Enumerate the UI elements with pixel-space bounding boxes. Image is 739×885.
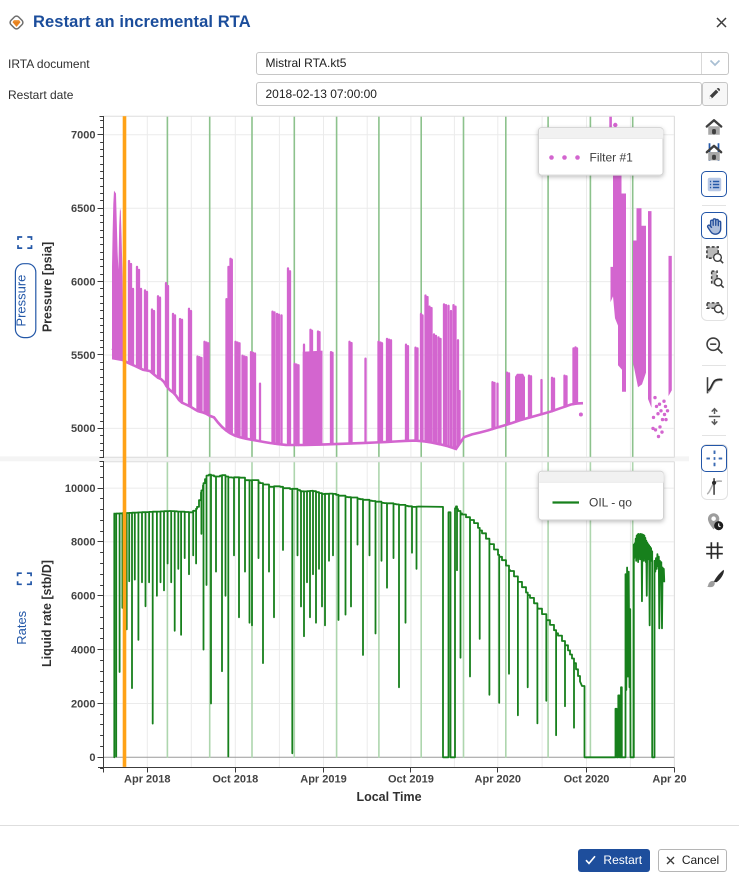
svg-text:Liquid rate [stb/D]: Liquid rate [stb/D] — [40, 560, 54, 667]
svg-text:0: 0 — [89, 752, 95, 764]
svg-text:6000: 6000 — [71, 276, 95, 288]
svg-text:5500: 5500 — [71, 350, 95, 362]
svg-text:7000: 7000 — [71, 130, 95, 142]
svg-text:Apr 2019: Apr 2019 — [300, 774, 346, 786]
svg-text:Pressure [psia]: Pressure [psia] — [41, 242, 55, 332]
svg-text:8000: 8000 — [71, 537, 95, 549]
svg-text:4000: 4000 — [71, 644, 95, 656]
svg-text:6500: 6500 — [71, 203, 95, 215]
svg-text:10000: 10000 — [65, 483, 96, 495]
svg-text:Oct 2018: Oct 2018 — [212, 774, 258, 786]
svg-text:Apr 20: Apr 20 — [652, 774, 686, 786]
svg-text:Oct 2019: Oct 2019 — [388, 774, 434, 786]
svg-text:Pressure: Pressure — [14, 275, 29, 327]
svg-text:Local Time: Local Time — [356, 790, 421, 804]
svg-text:Filter #1: Filter #1 — [590, 151, 634, 165]
svg-text:6000: 6000 — [71, 591, 95, 603]
svg-text:Apr 2018: Apr 2018 — [124, 774, 170, 786]
svg-text:Apr 2020: Apr 2020 — [475, 774, 521, 786]
svg-text:Rates: Rates — [14, 610, 29, 644]
svg-text:5000: 5000 — [71, 423, 95, 435]
svg-text:2000: 2000 — [71, 698, 95, 710]
svg-text:OIL - qo: OIL - qo — [589, 496, 632, 510]
svg-text:Oct 2020: Oct 2020 — [564, 774, 610, 786]
